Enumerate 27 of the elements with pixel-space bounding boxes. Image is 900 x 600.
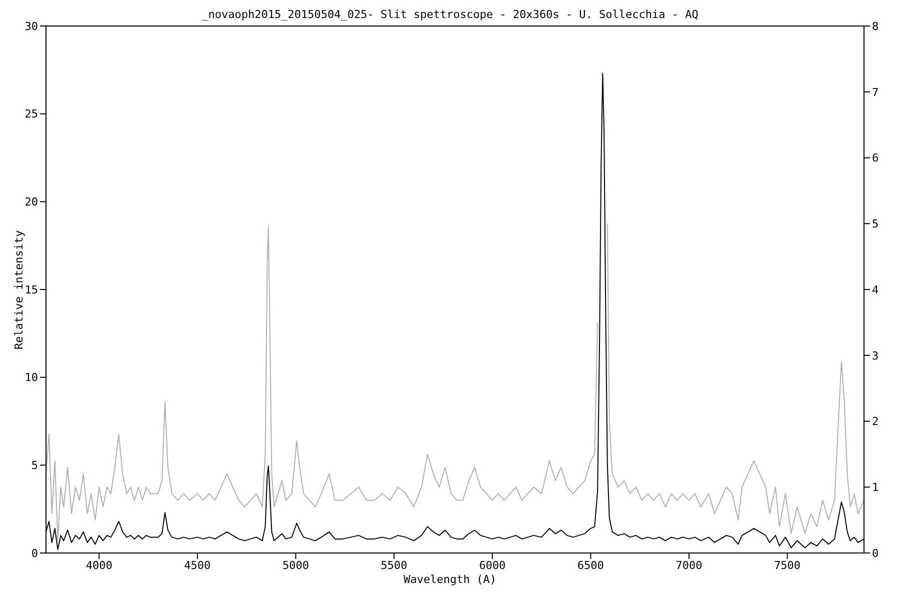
x-tick-label: 4500 (184, 558, 211, 572)
x-tick-label: 7500 (774, 558, 801, 572)
y-tick-label: 20 (24, 196, 38, 209)
y2-tick-label: 4 (872, 283, 879, 296)
y-axis-title: Relative intensity (12, 230, 26, 350)
chart-title: _novaoph2015_20150504_025- Slit spettroscope - 20x360s - U. Sollecchia - AQ (200, 8, 700, 21)
y2-tick-label: 6 (872, 152, 879, 165)
x-tick-label: 5000 (282, 558, 309, 572)
y-tick-label: 0 (31, 546, 38, 560)
x-axis-title: Wavelength (A) (402, 573, 498, 586)
x-tick-label: 5500 (380, 558, 408, 572)
y2-tick-label: 1 (872, 481, 879, 494)
y2-tick-label: 7 (872, 86, 879, 99)
y-tick-label: 5 (31, 459, 38, 472)
x-tick-label: 7000 (676, 558, 702, 572)
y2-tick-label: 5 (872, 218, 879, 231)
y2-tick-label: 0 (872, 546, 879, 560)
x-tick-label: 6000 (479, 558, 506, 572)
x-tick-label: 4000 (86, 558, 112, 572)
x-tick-label: 6500 (577, 558, 604, 572)
y-tick-label: 25 (24, 108, 38, 121)
y-tick-label: 10 (24, 371, 38, 384)
y2-tick-label: 8 (872, 20, 879, 33)
y2-tick-label: 3 (872, 349, 879, 362)
y-tick-label: 15 (24, 283, 38, 296)
y2-tick-label: 2 (872, 415, 879, 428)
y-tick-label: 30 (24, 20, 38, 33)
